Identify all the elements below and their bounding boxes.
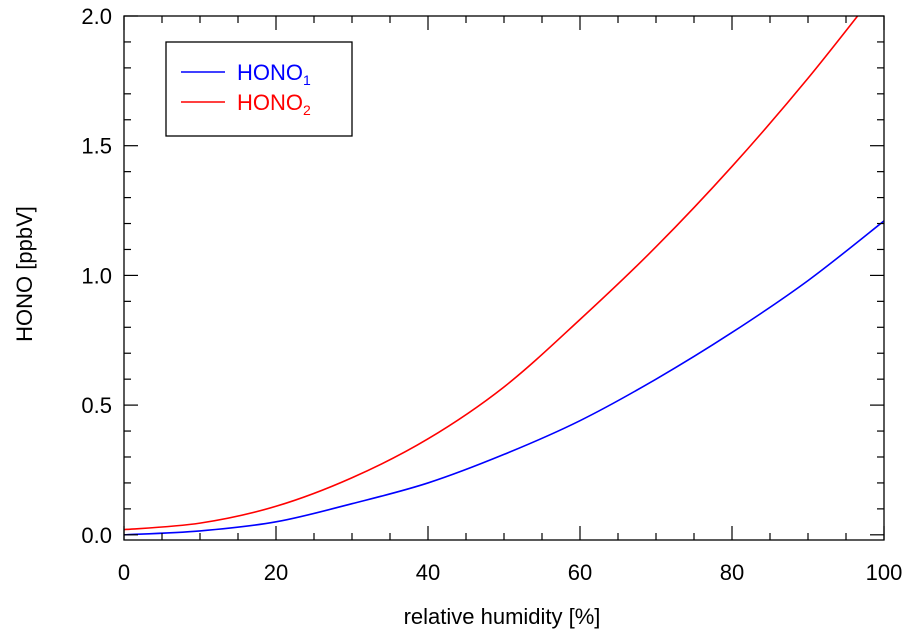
- x-tick-label: 0: [118, 560, 130, 585]
- axes-layer: 0 20 40 60 80 100 0.0 0.5 1.0 1.5 2.0: [81, 4, 902, 585]
- y-tick-label: 0.5: [81, 393, 112, 418]
- legend-label-2: HONO2: [237, 90, 311, 118]
- legend-label-1: HONO1: [237, 60, 311, 88]
- y-tick-label: 1.5: [81, 134, 112, 159]
- legend-box: [165, 41, 353, 137]
- x-tick-label: 60: [568, 560, 592, 585]
- y-axis-label: HONO [ppbV]: [12, 206, 37, 342]
- series-layer: [124, 16, 884, 536]
- x-tick-label: 20: [264, 560, 288, 585]
- y-tick-label: 0.0: [81, 523, 112, 548]
- y-tick-label: 1.0: [81, 263, 112, 288]
- x-tick-label: 40: [416, 560, 440, 585]
- series-line-2: [124, 16, 859, 531]
- x-tick-label: 80: [720, 560, 744, 585]
- x-axis-label: relative humidity [%]: [404, 604, 601, 629]
- y-tick-label: 2.0: [81, 4, 112, 29]
- x-tick-label: 100: [866, 560, 903, 585]
- series-line-1: [124, 220, 884, 536]
